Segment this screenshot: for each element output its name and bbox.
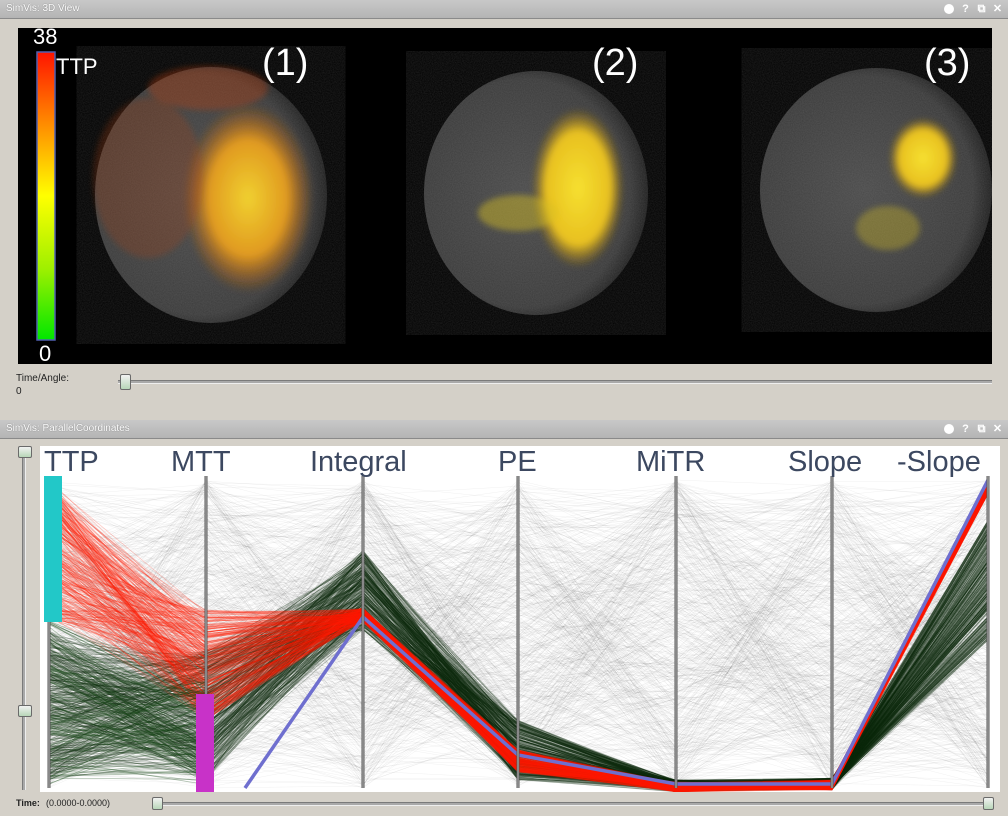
axis-label-slope: Slope xyxy=(788,446,863,478)
time-angle-slider-track[interactable] xyxy=(118,380,992,384)
close-icon[interactable]: ✕ xyxy=(992,422,1003,435)
restore-icon[interactable]: ⧉ xyxy=(977,2,986,15)
vertical-slider-track[interactable] xyxy=(22,452,26,790)
help-icon[interactable]: ? xyxy=(962,2,969,15)
time-range-slider-track[interactable] xyxy=(154,802,992,806)
time-range-end-handle[interactable] xyxy=(983,797,994,810)
view3d-title: SimVis: 3D View xyxy=(6,3,80,14)
view-label-3: (3) xyxy=(924,42,971,84)
brain-view-1 xyxy=(93,66,327,323)
brain-render xyxy=(36,51,992,341)
vertical-slider-top-handle[interactable] xyxy=(18,446,32,458)
view-label-1: (1) xyxy=(262,42,309,84)
view3d-canvas[interactable]: 38 TTP 0 (1) (2) (3) xyxy=(18,28,992,364)
axis-label-mtt: MTT xyxy=(171,446,231,478)
axis-label-neg-slope: -Slope xyxy=(897,446,981,478)
pin-icon[interactable] xyxy=(944,424,954,434)
time-angle-value: 0 xyxy=(16,386,22,397)
parallel-coordinates-plot[interactable] xyxy=(40,446,1000,792)
colorbar-max: 38 xyxy=(33,28,58,49)
view-label-2: (2) xyxy=(592,42,639,84)
pc-title: SimVis: ParallelCoordinates xyxy=(6,423,130,434)
help-icon[interactable]: ? xyxy=(962,422,969,435)
vertical-slider-mid-handle[interactable] xyxy=(18,705,32,717)
axis-label-pe: PE xyxy=(498,446,537,478)
colorbar-min: 0 xyxy=(39,341,52,364)
brain-view-3 xyxy=(760,68,992,312)
restore-icon[interactable]: ⧉ xyxy=(977,422,986,435)
ttp-brush[interactable] xyxy=(44,476,62,622)
pc-axes xyxy=(47,476,990,788)
brain-view-2 xyxy=(424,71,648,315)
pin-icon[interactable] xyxy=(944,4,954,14)
axis-label-integral: Integral xyxy=(310,446,407,478)
time-angle-slider-handle[interactable] xyxy=(120,374,131,390)
time-label: Time: xyxy=(16,798,40,808)
close-icon[interactable]: ✕ xyxy=(992,2,1003,15)
colorbar-label: TTP xyxy=(56,54,98,79)
axis-label-ttp: TTP xyxy=(44,446,99,478)
time-angle-label: Time/Angle: xyxy=(16,373,69,384)
mtt-brush[interactable] xyxy=(196,694,214,792)
pc-titlebar: SimVis: ParallelCoordinates ? ⧉ ✕ xyxy=(0,420,1008,439)
pc-svg xyxy=(44,476,990,792)
view3d-titlebar: SimVis: 3D View ? ⧉ ✕ xyxy=(0,0,1008,19)
colorbar xyxy=(36,51,56,341)
time-range-start-handle[interactable] xyxy=(152,797,163,810)
time-range-value: (0.0000-0.0000) xyxy=(46,798,111,808)
axis-label-mitr: MiTR xyxy=(636,446,706,478)
